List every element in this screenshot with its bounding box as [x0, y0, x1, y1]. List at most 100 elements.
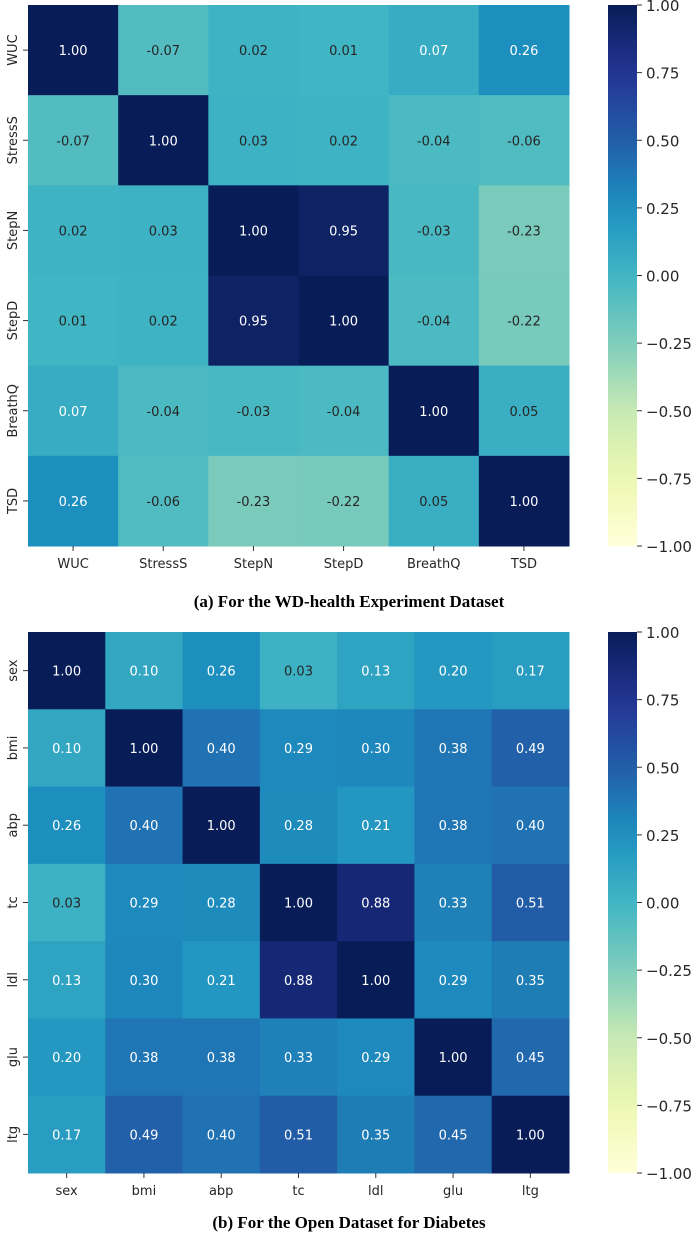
cell-value-label: 0.02 — [149, 315, 178, 330]
heatmap-cell — [478, 5, 570, 96]
heatmap-cell — [414, 863, 493, 942]
cell-value-label: 1.00 — [509, 495, 538, 510]
heatmap-cell — [414, 941, 493, 1019]
heatmap-cell — [28, 941, 106, 1019]
cell-value-label: -0.23 — [507, 224, 541, 239]
cell-value-label: 0.17 — [516, 665, 545, 680]
heatmap-cell — [208, 455, 299, 547]
cell-value-label: 0.28 — [284, 819, 313, 834]
heatmap-cell — [491, 709, 570, 788]
heatmap-cell — [118, 185, 209, 276]
colorbar-tick-label: −1.00 — [646, 1165, 692, 1183]
cell-value-label: 0.02 — [59, 224, 88, 239]
heatmap-cell — [491, 786, 570, 865]
cell-value-label: 0.03 — [52, 897, 81, 912]
y-tick-label: StepN — [6, 211, 21, 250]
cell-value-label: 0.45 — [516, 1051, 545, 1066]
cell-value-label: 0.20 — [439, 665, 468, 680]
y-tick-label: ltg — [6, 1126, 21, 1143]
heatmap-diabetes: 1.00 0.10 0.26 0.03 0.13 0.20 0.17 0.10 1.00 0.40… — [6, 624, 692, 1199]
heatmap-cell — [337, 709, 415, 788]
x-tick-label: StepD — [324, 557, 364, 572]
cell-value-label: 0.02 — [239, 44, 268, 59]
cell-value-label: -0.07 — [146, 44, 180, 59]
cell-value-label: 0.51 — [516, 897, 545, 912]
y-tick-label: sex — [6, 659, 21, 682]
x-tick-label: tc — [292, 1184, 304, 1199]
heatmap-cell — [414, 1095, 493, 1174]
cell-value-label: 0.26 — [509, 44, 538, 59]
colorbar-tick-label: 0.00 — [646, 895, 679, 913]
heatmap-cell — [259, 709, 338, 788]
heatmap-cell — [388, 185, 480, 276]
x-tick-label: BreathQ — [407, 557, 461, 572]
cell-value-label: 0.28 — [207, 897, 236, 912]
y-tick-label: tc — [6, 896, 21, 908]
cell-value-label: 0.10 — [129, 665, 158, 680]
heatmap-cell — [491, 1095, 570, 1174]
cell-value-label: -0.23 — [237, 495, 271, 510]
cell-value-label: 0.03 — [284, 665, 313, 680]
heatmap-cell — [337, 1095, 415, 1174]
cell-value-label: 1.00 — [207, 819, 236, 834]
cell-value-label: 0.26 — [59, 495, 88, 510]
cell-value-label: 0.49 — [129, 1128, 158, 1143]
cell-value-label: -0.04 — [146, 405, 180, 420]
cell-value-label: 1.00 — [52, 665, 81, 680]
heatmap-cell — [208, 365, 299, 457]
heatmap-cell — [337, 863, 415, 942]
y-tick-label: StepD — [6, 301, 21, 341]
heatmap-cell — [337, 1018, 415, 1097]
heatmap-cell — [298, 275, 390, 367]
colorbar-tick-label: −0.25 — [646, 962, 692, 980]
colorbar-tick-label: 0.75 — [646, 65, 679, 83]
x-tick-label: ldl — [368, 1184, 383, 1199]
heatmap-cell — [259, 786, 338, 865]
cell-value-label: 1.00 — [439, 1051, 468, 1066]
colorbar — [608, 632, 637, 1173]
heatmap-cell — [105, 786, 184, 865]
cell-value-label: -0.22 — [327, 495, 361, 510]
heatmap-cell — [28, 275, 119, 367]
cell-value-label: 0.07 — [419, 44, 448, 59]
heatmap-cell — [298, 365, 390, 457]
heatmap-cell — [28, 709, 106, 788]
heatmap-cell — [118, 455, 209, 547]
cell-value-label: 0.88 — [284, 974, 313, 989]
heatmap-cell — [182, 941, 261, 1019]
heatmap-cell — [259, 1095, 338, 1174]
heatmap-cell — [118, 5, 209, 96]
heatmap-cell — [337, 786, 415, 865]
x-tick-label: glu — [443, 1184, 463, 1199]
x-tick-label: sex — [56, 1184, 79, 1199]
heatmap-cell — [182, 786, 261, 865]
cell-value-label: 0.40 — [129, 819, 158, 834]
cell-value-label: 1.00 — [361, 974, 390, 989]
colorbar-tick-label: 0.50 — [646, 132, 679, 150]
heatmap-cell — [105, 1095, 184, 1174]
cell-value-label: -0.06 — [507, 134, 541, 149]
heatmap-cell — [28, 455, 119, 547]
heatmap-cell — [105, 941, 184, 1019]
cell-value-label: -0.04 — [417, 315, 451, 330]
cell-value-label: 0.30 — [129, 974, 158, 989]
cell-value-label: 0.45 — [439, 1128, 468, 1143]
heatmap-cell — [28, 5, 119, 96]
cell-value-label: 0.38 — [439, 742, 468, 757]
cell-value-label: -0.03 — [237, 405, 271, 420]
colorbar-tick-label: −0.75 — [646, 1097, 692, 1115]
heatmap-cell — [414, 786, 493, 865]
y-tick-label: StressS — [6, 116, 21, 164]
cell-value-label: 0.21 — [361, 819, 390, 834]
cell-value-label: 1.00 — [149, 134, 178, 149]
caption-wd-health: (a) For the WD-health Experiment Dataset — [194, 592, 505, 611]
cell-value-label: 0.03 — [239, 134, 268, 149]
cell-value-label: -0.06 — [146, 495, 180, 510]
heatmap-cell — [28, 863, 106, 942]
cell-value-label: 0.38 — [129, 1051, 158, 1066]
cell-value-label: 1.00 — [284, 897, 313, 912]
x-tick-label: TSD — [510, 557, 537, 572]
cell-value-label: 0.10 — [52, 742, 81, 757]
heatmap-cell — [259, 863, 338, 942]
cell-value-label: -0.22 — [507, 315, 541, 330]
